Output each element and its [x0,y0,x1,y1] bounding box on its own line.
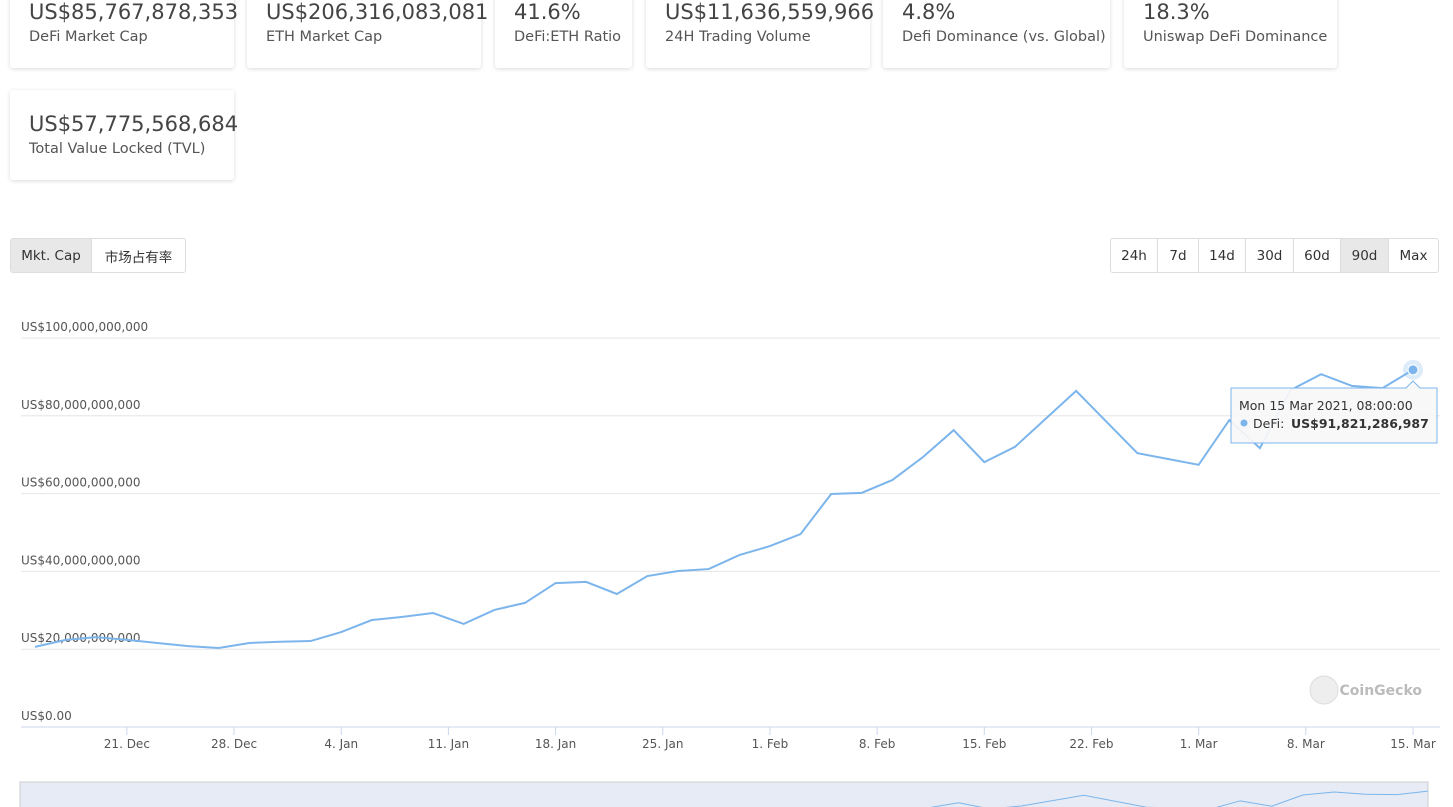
navigator [19,781,1429,807]
tooltip-series: DeFi: [1253,416,1284,431]
stat-label: DeFi:ETH Ratio [514,29,622,45]
stat-label: Defi Dominance (vs. Global) [902,29,1106,45]
stat-card: 4.8% Defi Dominance (vs. Global) [883,0,1110,68]
range-button[interactable]: 60d [1293,239,1340,272]
x-tick-label: 25. Jan [642,737,683,751]
y-tick-label: US$80,000,000,000 [21,398,140,412]
y-tick-label: US$40,000,000,000 [21,553,140,567]
y-tick-label: US$100,000,000,000 [21,320,148,334]
x-tick-label: 15. Feb [962,737,1006,751]
x-tick-label: 11. Jan [428,737,469,751]
tooltip-dot [1240,419,1248,427]
stat-card: US$57,775,568,684 Total Value Locked (TVL… [10,90,238,180]
stat-label: ETH Market Cap [266,29,383,45]
stat-value: US$57,775,568,684 [29,112,239,136]
watermark-logo [1309,675,1339,705]
x-tick-label: 1. Feb [752,737,789,751]
stat-card: 41.6% DeFi:ETH Ratio [495,0,632,68]
x-tick-label: 28. Dec [211,737,257,751]
range-button[interactable]: 24h [1121,247,1147,264]
stat-value: 41.6% [514,0,581,24]
y-tick-label: US$0.00 [21,709,72,723]
hover-point [1407,364,1419,376]
stat-label: Uniswap DeFi Dominance [1143,29,1328,45]
stat-card: 18.3% Uniswap DeFi Dominance [1124,0,1337,68]
stat-value: 4.8% [902,0,956,24]
x-tick-label: 18. Jan [535,737,576,751]
x-tick-label: 8. Feb [859,737,896,751]
x-tick-label: 8. Mar [1287,737,1325,751]
range-buttons: 24h 7d 14d 30d 60d 90d Max [1110,238,1439,273]
stat-value: US$85,767,878,353 [29,0,239,24]
stat-value: US$206,316,083,081 [266,0,489,24]
range-button[interactable]: 90d [1340,239,1388,272]
stat-value: 18.3% [1143,0,1210,24]
x-tick-label: 21. Dec [104,737,150,751]
chart-tab[interactable]: Mkt. Cap [11,239,91,272]
stat-card: US$11,636,559,966 24H Trading Volume [646,0,874,68]
chart-tab[interactable]: 市场占有率 [91,239,185,272]
chart-tabs: Mkt. Cap 市场占有率 [10,238,186,273]
range-button[interactable]: 30d [1245,239,1293,272]
range-button[interactable]: Max [1388,239,1438,272]
range-button[interactable]: 14d [1198,239,1245,272]
line [34,368,1414,650]
watermark: CoinGecko [1340,683,1423,699]
stat-card: US$85,767,878,353 DeFi Market Cap [10,0,238,68]
stat-label: Total Value Locked (TVL) [29,141,206,157]
x-tick-label: 1. Mar [1180,737,1218,751]
tooltip-date: Mon 15 Mar 2021, 08:00:00 [1239,398,1413,413]
stat-label: DeFi Market Cap [29,29,148,45]
stat-value: US$11,636,559,966 [665,0,875,24]
range-button[interactable]: 7d [1157,239,1198,272]
x-tick-label: 4. Jan [324,737,358,751]
tooltip-box [1230,380,1438,444]
x-tick-label: 22. Feb [1069,737,1113,751]
stat-card: US$206,316,083,081 ETH Market Cap [247,0,488,68]
tooltip-value: US$91,821,286,987 [1291,416,1429,431]
x-tick-label: 15. Mar [1390,737,1436,751]
stat-label: 24H Trading Volume [665,29,811,45]
y-tick-label: US$60,000,000,000 [21,476,140,490]
